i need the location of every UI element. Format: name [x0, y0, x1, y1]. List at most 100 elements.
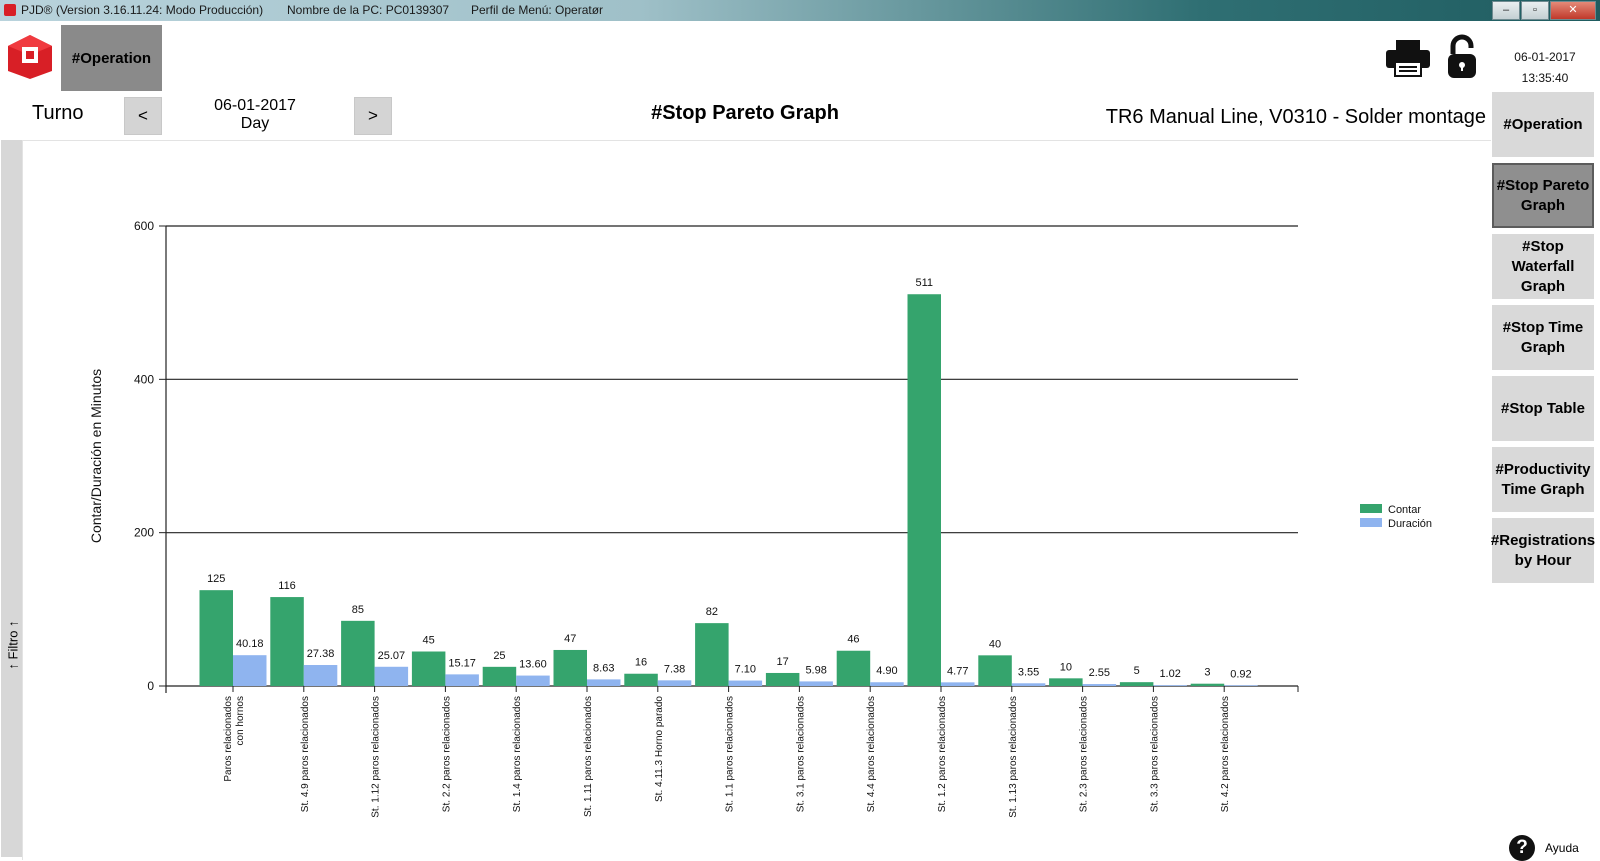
datetime-display: 06-01-2017 13:35:40 — [1500, 47, 1590, 89]
bar-duración — [1082, 684, 1117, 686]
bar-contar — [1119, 682, 1154, 686]
filter-label: ↑ Filtro ↑ — [5, 620, 21, 670]
legend-label: Contar — [1388, 504, 1421, 516]
bar-duración — [799, 681, 833, 686]
bar-contar — [270, 597, 304, 686]
printer-icon[interactable] — [1384, 38, 1432, 78]
close-button[interactable]: ✕ — [1550, 1, 1596, 20]
data-label: 46 — [847, 634, 859, 646]
bar-contar — [907, 294, 941, 686]
bar-duración — [657, 680, 692, 686]
next-shift-button[interactable]: > — [354, 97, 392, 135]
stop-pareto-chart: 0 200 400 600 Contar/Duración en Minutos 125 4… — [88, 219, 1432, 818]
data-label: 7.10 — [735, 664, 756, 676]
sidebar-item-stop-time-graph[interactable]: #Stop Time Graph — [1492, 305, 1594, 370]
bar-contar — [341, 620, 375, 686]
bar-duración — [728, 680, 763, 686]
data-label: 4.90 — [876, 665, 897, 677]
bar-contar — [482, 666, 517, 686]
maximize-button[interactable]: ▫ — [1521, 1, 1549, 20]
data-label: 40 — [989, 638, 1001, 650]
previous-shift-button[interactable]: < — [124, 97, 162, 135]
bar-contar — [624, 673, 658, 686]
bar-duración — [1224, 685, 1258, 686]
lock-icon[interactable] — [1445, 34, 1479, 80]
pc-name-text: Nombre de la PC: PC0139307 — [287, 3, 450, 17]
x-tick-label: St. 1.12 paros relacionados — [371, 696, 382, 818]
x-tick-label: St. 1.11 paros relacionados — [583, 696, 594, 817]
x-tick-label: St. 3.1 paros relacionados — [795, 696, 806, 812]
data-label: 82 — [706, 606, 718, 618]
x-tick-label: St. 4.9 paros relacionados — [300, 696, 311, 812]
x-tick-label: St. 1.13 paros relacionados — [1008, 696, 1019, 818]
x-tick-label: Paros relacionados — [223, 696, 234, 782]
line-name: TR6 Manual Line, V0310 - Solder montage — [1105, 106, 1486, 128]
x-tick-label: St. 2.3 paros relacionados — [1079, 696, 1090, 812]
data-label: 1.02 — [1159, 668, 1180, 680]
data-label: 17 — [777, 656, 789, 668]
filter-panel-toggle[interactable]: ↑ Filtro ↑ — [1, 140, 22, 857]
data-label: 5 — [1134, 665, 1140, 677]
help-icon: ? — [1509, 835, 1535, 861]
y-tick-label: 400 — [134, 372, 154, 386]
minimize-button[interactable]: – — [1492, 1, 1520, 20]
y-axis-label: Contar/Duración en Minutos — [88, 369, 104, 543]
sidebar-item-registrations-by-hour[interactable]: #Registrations by Hour — [1491, 518, 1595, 583]
data-label: 511 — [915, 277, 933, 289]
legend-swatch-duración — [1360, 518, 1382, 527]
sidebar-item-operation[interactable]: #Operation — [1492, 92, 1594, 157]
chart-area: 0 200 400 600 Contar/Duración en Minutos 125 4… — [22, 140, 1491, 860]
bar-duración — [445, 674, 479, 686]
x-tick-label: St. 1.1 paros relacionados — [725, 696, 736, 812]
data-label: 27.38 — [307, 648, 335, 660]
sidebar-item-stop-waterfall-graph[interactable]: #Stop Waterfall Graph — [1492, 234, 1594, 299]
current-date: 06-01-2017 — [1514, 50, 1576, 64]
data-label: 25.07 — [378, 650, 406, 662]
data-label: 7.38 — [664, 663, 685, 675]
shift-name: Day — [240, 115, 270, 132]
data-label: 8.63 — [593, 662, 614, 674]
app-logo-icon — [8, 35, 52, 79]
bar-contar — [553, 649, 587, 686]
bar-contar — [199, 590, 233, 686]
data-label: 16 — [635, 657, 647, 669]
data-label: 13.60 — [519, 659, 547, 671]
bar-duración — [1011, 683, 1046, 686]
data-label: 116 — [278, 580, 296, 592]
data-label: 45 — [423, 635, 435, 647]
legend-label: Duración — [1388, 518, 1432, 530]
bar-duración — [1153, 685, 1187, 686]
data-label: 4.77 — [947, 665, 968, 677]
page-title: #Stop Pareto Graph — [651, 102, 839, 124]
data-label: 0.92 — [1230, 668, 1251, 680]
data-label: 15.17 — [448, 657, 476, 669]
sidebar-item-stop-table[interactable]: #Stop Table — [1492, 376, 1594, 441]
x-tick-label: St. 1.4 paros relacionados — [512, 696, 523, 812]
data-label: 25 — [493, 650, 505, 662]
data-label: 2.55 — [1089, 667, 1110, 679]
x-tick-label: St. 1.2 paros relacionados — [937, 696, 948, 812]
bar-duración — [233, 655, 267, 686]
help-label: Ayuda — [1545, 841, 1579, 855]
y-tick-label: 200 — [134, 526, 154, 540]
x-tick-label: St. 4.4 paros relacionados — [866, 696, 877, 812]
operation-tab[interactable]: #Operation — [61, 25, 162, 91]
bar-contar — [411, 651, 446, 686]
window-titlebar: PJD® (Version 3.16.11.24: Modo Producció… — [0, 0, 1600, 21]
data-label: 125 — [207, 573, 225, 585]
help-button[interactable]: ? Ayuda — [1509, 835, 1579, 861]
bar-duración — [587, 679, 621, 686]
data-label: 10 — [1060, 661, 1072, 673]
x-tick-label: St. 3.3 paros relacionados — [1149, 696, 1160, 812]
shift-date-display: 06-01-2017 Day — [195, 97, 315, 133]
data-label: 3.55 — [1018, 666, 1039, 678]
bar-duración — [941, 682, 975, 686]
x-tick-label: St. 4.11.3 Horno parado — [654, 696, 665, 802]
sidebar-item-stop-pareto-graph[interactable]: #Stop Pareto Graph — [1492, 163, 1594, 228]
bar-contar — [695, 623, 729, 686]
x-tick-label: St. 2.2 paros relacionados — [441, 696, 452, 812]
shift-date: 06-01-2017 — [214, 97, 296, 114]
sidebar-item-productivity-time-graph[interactable]: #Productivity Time Graph — [1492, 447, 1594, 512]
bar-contar — [978, 655, 1012, 686]
bar-contar — [1049, 678, 1083, 686]
